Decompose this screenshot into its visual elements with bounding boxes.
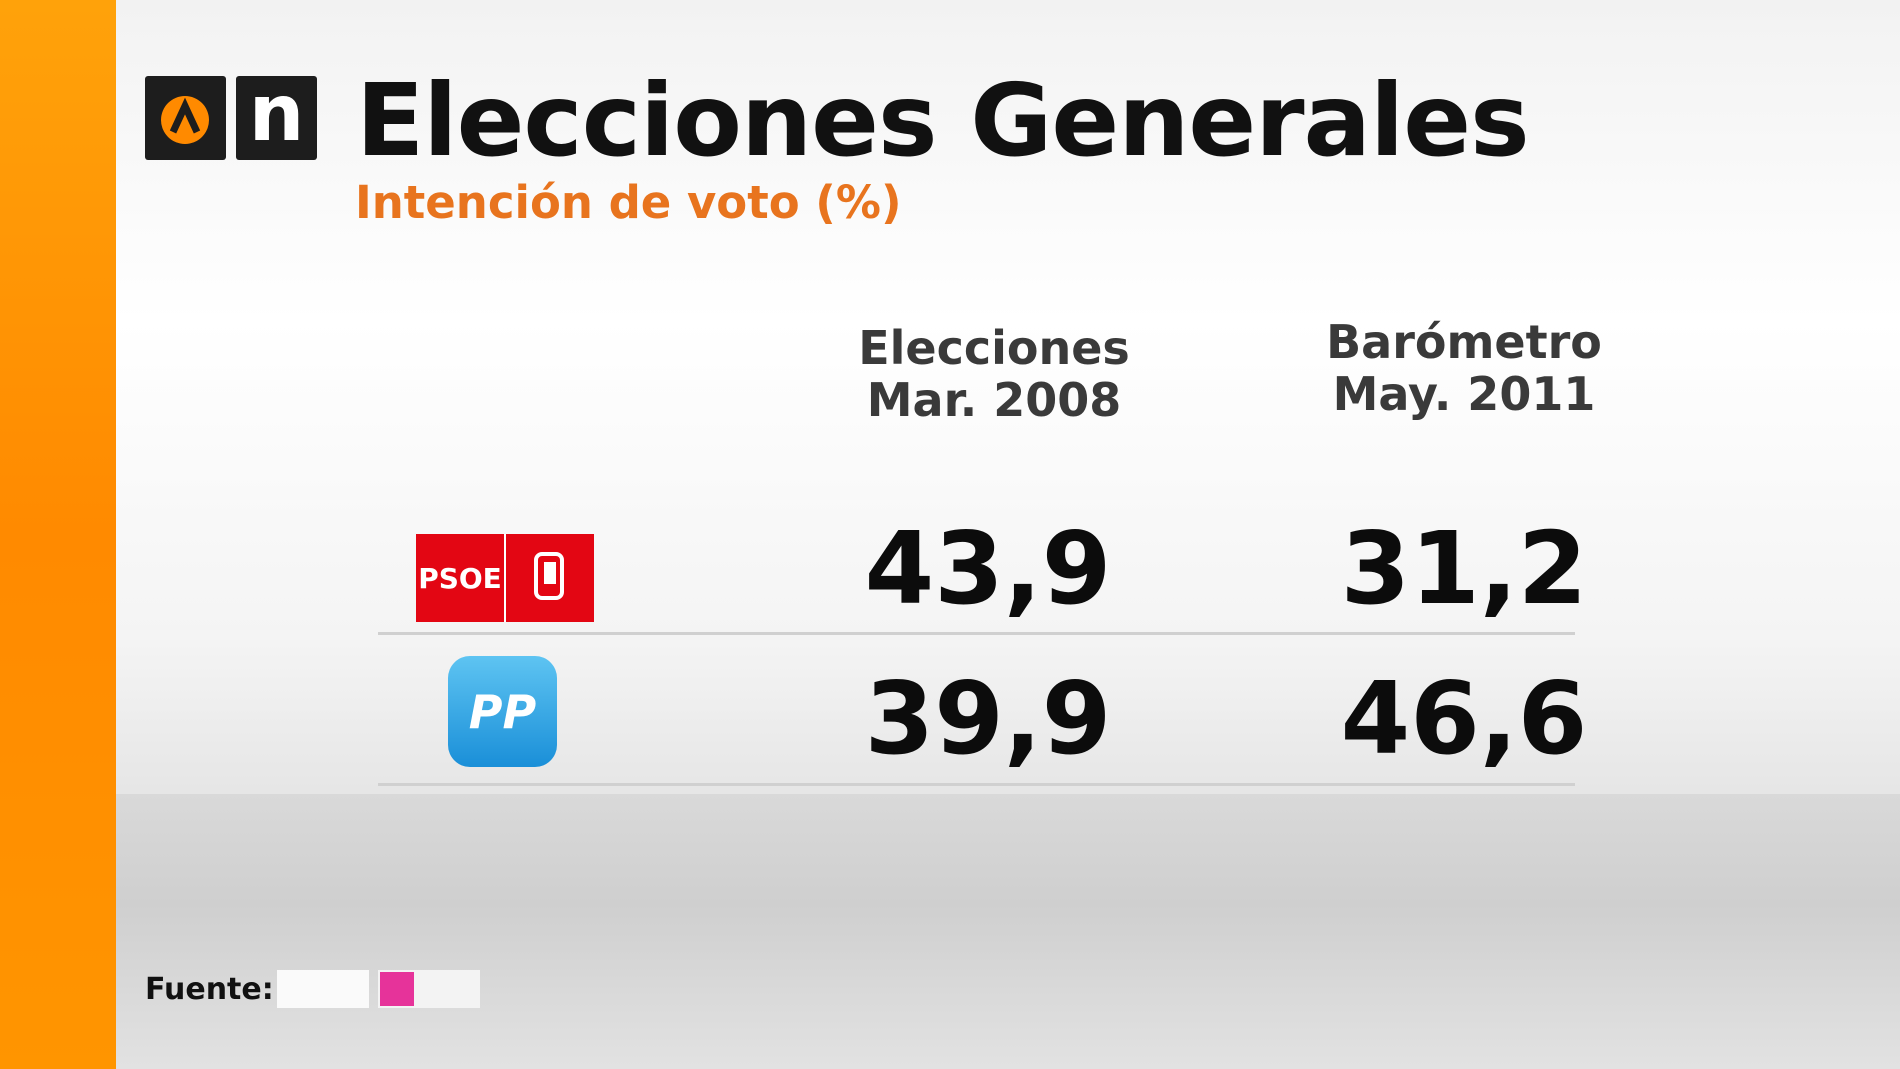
pp-logo: PP (448, 656, 557, 767)
title: Elecciones Generales (356, 62, 1530, 179)
logo-a-icon (161, 96, 209, 144)
source-logo (277, 970, 369, 1008)
background-floor (116, 794, 1900, 1069)
row-rule (378, 783, 1575, 786)
source-logo (378, 970, 480, 1008)
subtitle: Intención de voto (%) (355, 176, 902, 229)
source-logo-mark (380, 972, 414, 1006)
column-header-line: May. 2011 (1332, 367, 1596, 421)
party-label: PSOE (418, 561, 502, 595)
column-header: Barómetro May. 2011 (1264, 316, 1664, 420)
source-label: Fuente: (145, 972, 274, 1007)
column-header-line: Elecciones (858, 321, 1130, 375)
column-header-line: Barómetro (1326, 315, 1602, 369)
row-rule (378, 632, 1575, 635)
side-bar (0, 0, 116, 1069)
column-header: Elecciones Mar. 2008 (794, 322, 1194, 426)
party-label: PP (468, 684, 537, 739)
logo-n: n (236, 75, 317, 160)
value: 31,2 (1340, 510, 1588, 627)
psoe-logo: PSOE (416, 534, 594, 622)
value: 46,6 (1340, 660, 1588, 777)
divider (504, 534, 506, 622)
fist-icon (534, 552, 564, 600)
column-header-line: Mar. 2008 (866, 373, 1122, 427)
value: 43,9 (864, 510, 1112, 627)
value: 39,9 (864, 660, 1112, 777)
logo-a (145, 76, 226, 160)
